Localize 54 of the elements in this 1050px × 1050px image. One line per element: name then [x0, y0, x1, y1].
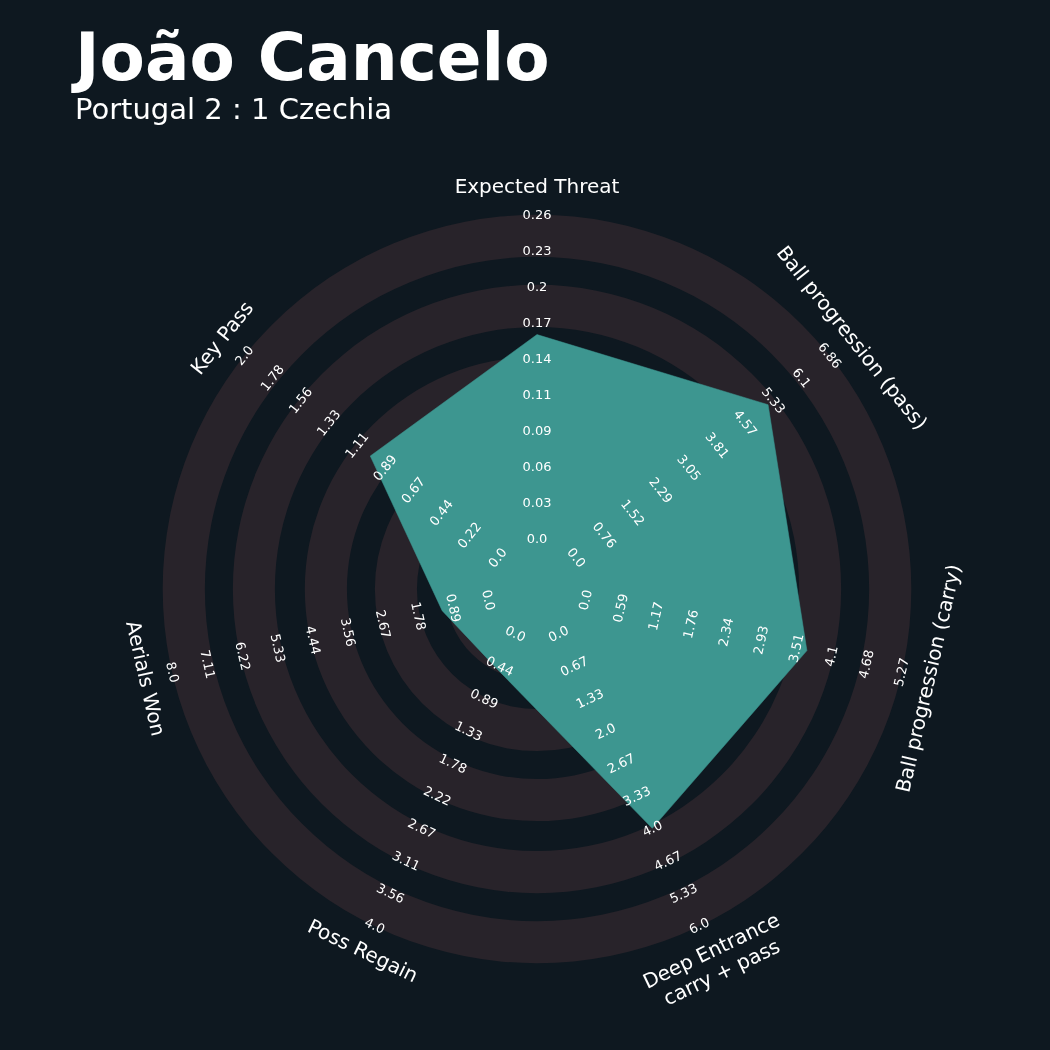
text: 4.67 — [651, 847, 685, 874]
text: 0.59 — [609, 592, 631, 624]
text: 2.22 — [421, 782, 454, 809]
text: 0.23 — [522, 242, 552, 258]
text: 7.11 — [197, 648, 219, 680]
text: 4.57 — [730, 406, 761, 439]
text: 1.17 — [644, 600, 667, 632]
text: 0.67 — [557, 653, 591, 680]
text: 2.0 — [231, 342, 257, 369]
text: 0.44 — [483, 653, 517, 680]
text: 2.93 — [750, 624, 772, 656]
text: 0.14 — [522, 350, 552, 366]
spoke-label: Expected Threat — [454, 173, 620, 198]
text: 2.67 — [372, 608, 394, 640]
text: 1.78 — [436, 750, 470, 777]
text: 1.33 — [452, 717, 485, 744]
text: 0.11 — [522, 386, 552, 402]
text: 0.06 — [522, 458, 552, 474]
text: 2.67 — [405, 815, 439, 842]
text: 0.0 — [485, 544, 510, 571]
text: 1.78 — [407, 600, 430, 632]
text: 1.33 — [573, 685, 607, 712]
text: 0.0 — [575, 588, 595, 612]
text: 5.33 — [267, 632, 289, 664]
text: 0.0 — [545, 622, 572, 645]
text: 0.17 — [522, 314, 552, 330]
text: 0.89 — [467, 685, 501, 712]
text: 0.89 — [443, 592, 465, 624]
text: 3.56 — [374, 880, 407, 907]
text: 2.67 — [604, 750, 638, 777]
text: 2.0 — [592, 719, 618, 743]
text: 2.34 — [715, 616, 737, 648]
text: 0.03 — [522, 494, 552, 510]
text: 5.27 — [890, 656, 912, 688]
text: 4.0 — [639, 817, 665, 840]
text: 4.1 — [821, 644, 841, 668]
text: 4.0 — [362, 914, 388, 937]
text: 8.0 — [163, 660, 183, 684]
text: 1.76 — [680, 608, 702, 640]
text: 3.33 — [620, 782, 653, 809]
text: 0.26 — [522, 206, 552, 222]
text: 4.68 — [855, 648, 877, 680]
text: 3.51 — [785, 632, 807, 664]
text: 4.44 — [302, 624, 324, 656]
text: 3.11 — [389, 847, 423, 874]
text: 0.0 — [502, 622, 529, 645]
text: 0.0 — [526, 530, 548, 546]
text: 0.0 — [564, 544, 589, 571]
text: 0.2 — [526, 278, 548, 294]
text: 0.0 — [479, 588, 499, 612]
text: 3.56 — [337, 616, 359, 648]
text: 0.09 — [522, 422, 552, 438]
text: 5.33 — [667, 880, 700, 907]
text: 6.22 — [232, 640, 254, 672]
